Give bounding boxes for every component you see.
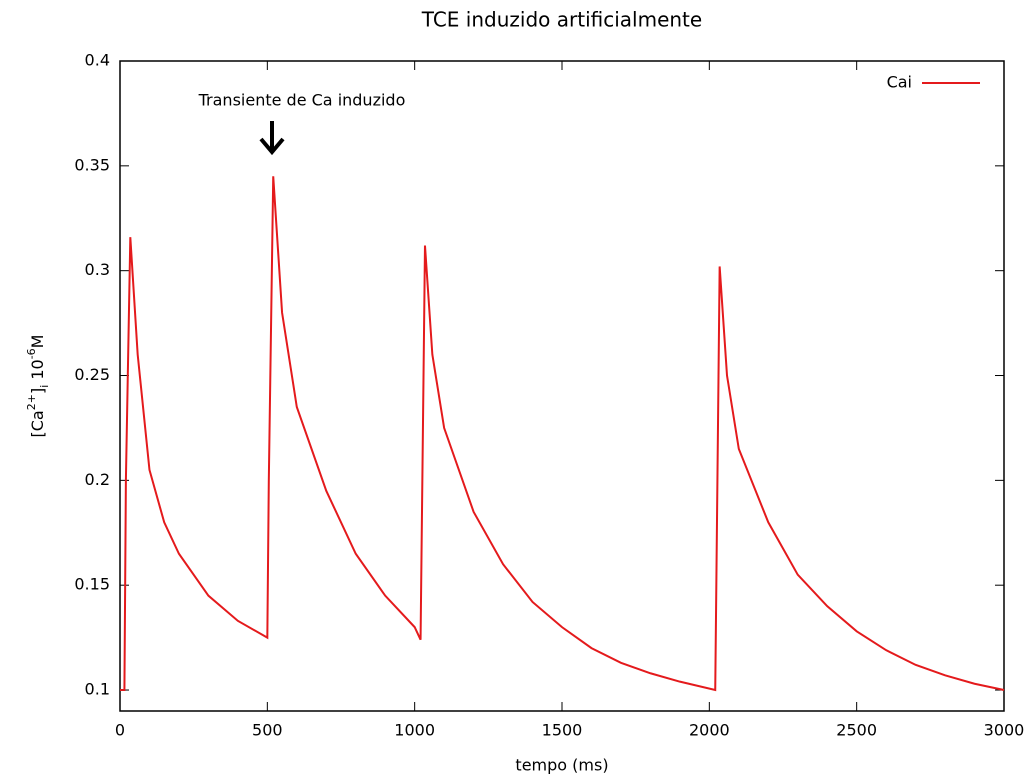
y-axis-label-part: 10 [28, 359, 47, 384]
y-axis-label-part: M [28, 335, 47, 349]
y-axis-label-part: ] [28, 388, 47, 394]
chart-title: TCE induzido artificialmente [421, 8, 702, 32]
x-tick-label: 2000 [689, 721, 730, 740]
y-axis-label-part: [Ca [28, 410, 47, 437]
y-tick-label: 0.3 [85, 260, 110, 279]
x-tick-label: 2500 [836, 721, 877, 740]
y-tick-label: 0.35 [74, 155, 110, 174]
y-axis-label-part: i [38, 385, 51, 388]
annotation: Transiente de Ca induzido [198, 91, 406, 110]
y-axis-label-part: -6 [25, 348, 38, 359]
plot-frame [119, 60, 1005, 712]
x-tick-label: 3000 [984, 721, 1025, 740]
x-tick-label: 0 [115, 721, 125, 740]
x-tick-label: 1500 [542, 721, 583, 740]
legend-label: Cai [887, 73, 912, 92]
y-axis-label: [Ca2+]i 10-6M [25, 335, 51, 438]
data-line [120, 176, 1005, 692]
y-tick-label: 0.2 [85, 470, 110, 489]
y-axis-label-part: 2+ [25, 394, 38, 410]
y-tick-label: 0.4 [85, 51, 110, 70]
y-tick-label: 0.25 [74, 365, 110, 384]
y-tick-label: 0.15 [74, 575, 110, 594]
x-axis-label: tempo (ms) [515, 756, 608, 775]
x-tick-label: 1000 [394, 721, 435, 740]
annotation-arrow [259, 121, 285, 156]
y-tick-label: 0.1 [85, 680, 110, 699]
x-tick-label: 500 [252, 721, 283, 740]
